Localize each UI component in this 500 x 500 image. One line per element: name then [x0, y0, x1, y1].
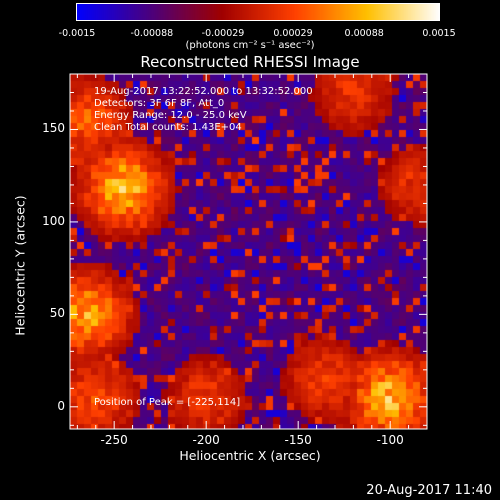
- y-tick-label: 150: [42, 121, 65, 136]
- colorbar-units: (photons cm⁻² s⁻¹ asec⁻²): [185, 40, 315, 51]
- colorbar-frame: [76, 3, 440, 21]
- heatmap-image: [70, 74, 427, 429]
- y-tick-label: 100: [42, 213, 65, 228]
- chart-title: Reconstructed RHESSI Image: [140, 53, 360, 71]
- colorbar-tick-label: -0.00088: [130, 28, 174, 39]
- y-axis-label: Heliocentric Y (arcsec): [12, 195, 28, 336]
- colorbar-tick-label: 0.00088: [344, 28, 384, 39]
- x-tick-label: -200: [192, 433, 220, 447]
- annotation-time-range: 19-Aug-2017 13:22:52.000 to 13:32:52.000: [94, 86, 313, 97]
- y-tick-label: 0: [57, 398, 65, 413]
- y-tick-label: 50: [49, 306, 65, 321]
- colorbar-tick-label: 0.0015: [422, 28, 456, 39]
- plot-frame: [69, 73, 428, 430]
- colorbar-tick-label: -0.0015: [58, 28, 96, 39]
- plot-timestamp: 20-Aug-2017 11:40: [366, 483, 492, 498]
- x-tick-label: -150: [284, 433, 312, 447]
- x-axis-label: Heliocentric X (arcsec): [179, 448, 321, 463]
- annotation-detectors: Detectors: 3F 6F 8F, Att_0: [94, 98, 225, 109]
- x-tick-label: -100: [376, 433, 404, 447]
- annotation-peak-position: Position of Peak = [-225,114]: [94, 397, 241, 408]
- annotation-energy-range: Energy Range: 12.0 - 25.0 keV: [94, 110, 247, 121]
- colorbar-tick-label: 0.00029: [273, 28, 313, 39]
- x-tick-label: -250: [100, 433, 128, 447]
- colorbar-tick-label: -0.00029: [201, 28, 245, 39]
- annotation-counts: Clean Total counts: 1.43E+04: [94, 122, 242, 133]
- colorbar: [76, 3, 440, 21]
